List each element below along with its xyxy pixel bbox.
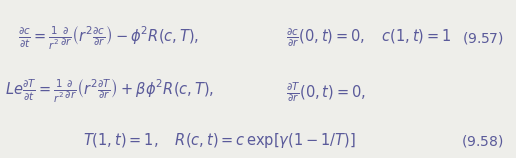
- Text: $(9.58)$: $(9.58)$: [461, 133, 503, 149]
- Text: $T(1,t) = 1, \quad R(c,t) = c\,\mathrm{exp}[\gamma(1 - 1/T)]$: $T(1,t) = 1, \quad R(c,t) = c\,\mathrm{e…: [83, 131, 356, 150]
- Text: $Le\frac{\partial T}{\partial t} = \frac{1}{r^2}\frac{\partial}{\partial r}\left: $Le\frac{\partial T}{\partial t} = \frac…: [5, 78, 214, 105]
- Text: $\frac{\partial T}{\partial r}(0,t) = 0,$: $\frac{\partial T}{\partial r}(0,t) = 0,…: [286, 80, 366, 104]
- Text: $\frac{\partial c}{\partial t} = \frac{1}{r^2}\frac{\partial}{\partial r}\left(r: $\frac{\partial c}{\partial t} = \frac{1…: [18, 24, 199, 52]
- Text: $(9.57)$: $(9.57)$: [462, 30, 503, 46]
- Text: $\frac{\partial c}{\partial r}(0,t) = 0, \quad c(1,t) = 1$: $\frac{\partial c}{\partial r}(0,t) = 0,…: [286, 27, 452, 49]
